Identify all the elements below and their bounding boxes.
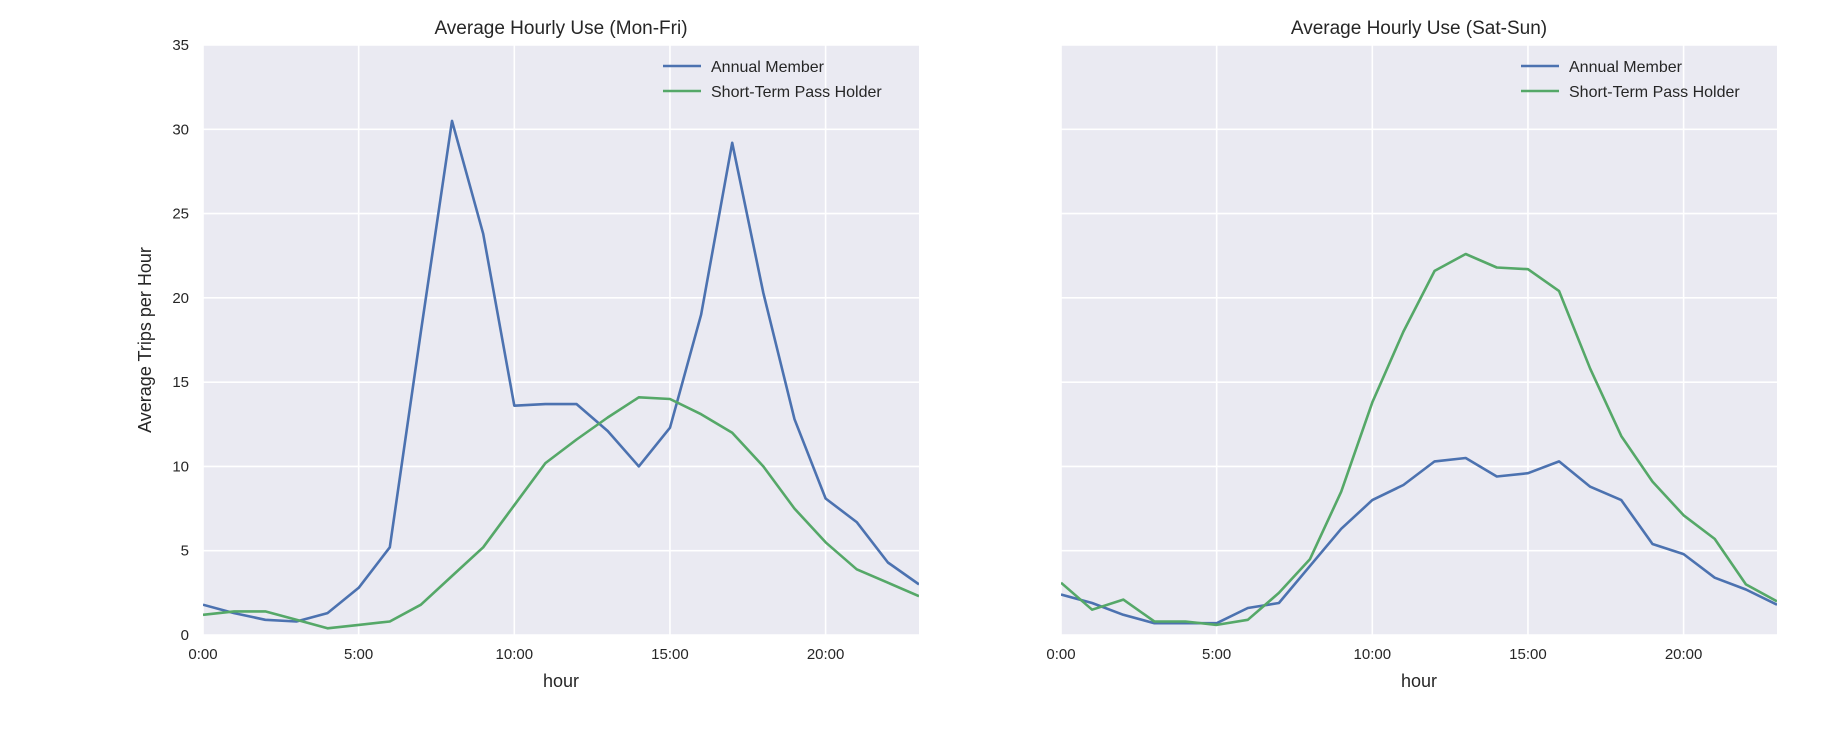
y-tick-label: 10 — [172, 458, 189, 475]
chart-title: Average Hourly Use (Mon-Fri) — [434, 18, 687, 39]
legend-entry-label: Short-Term Pass Holder — [711, 84, 882, 101]
x-tick-label: 10:00 — [496, 646, 534, 663]
x-tick-label: 10:00 — [1354, 646, 1392, 663]
y-axis-label: Average Trips per Hour — [135, 247, 155, 433]
x-tick-label: 15:00 — [651, 646, 689, 663]
chart-panel-2: Average Hourly Use (Sat-Sun) 0:00 5:00 10:0… — [1046, 18, 1777, 691]
x-tick-label: 5:00 — [1202, 646, 1231, 663]
y-tick-label: 5 — [181, 543, 189, 560]
x-tick-label: 20:00 — [1665, 646, 1703, 663]
legend: Annual Member Short-Term Pass Holder — [1521, 59, 1740, 101]
legend-entry-label: Short-Term Pass Holder — [1569, 84, 1740, 101]
series-line-short-term-pass-holder — [1061, 252, 1777, 627]
legend-entry-label: Annual Member — [711, 59, 825, 76]
y-tick-label: 35 — [172, 37, 189, 54]
y-tick-label: 25 — [172, 206, 189, 223]
x-tick-label: 15:00 — [1509, 646, 1547, 663]
series-line-short-term-pass-holder — [203, 395, 919, 630]
x-tick-label: 0:00 — [1046, 646, 1075, 663]
x-tick-label: 0:00 — [188, 646, 217, 663]
legend: Annual Member Short-Term Pass Holder — [663, 59, 882, 101]
series-line-annual-member — [203, 119, 919, 623]
chart-title: Average Hourly Use (Sat-Sun) — [1291, 18, 1547, 39]
plot-background — [203, 45, 919, 635]
x-tick-label: 20:00 — [807, 646, 845, 663]
x-axis-label: hour — [543, 671, 579, 691]
y-tick-label: 30 — [172, 121, 189, 138]
y-tick-label: 15 — [172, 374, 189, 391]
legend-entry-label: Annual Member — [1569, 59, 1683, 76]
series-line-annual-member — [1061, 456, 1777, 625]
plot-background — [1061, 45, 1777, 635]
chart-panel-1: Average Hourly Use (Mon-Fri) 0:00 5:00 10:0… — [135, 18, 919, 691]
y-tick-label: 20 — [172, 290, 189, 307]
y-tick-label: 0 — [181, 627, 189, 644]
x-tick-label: 5:00 — [344, 646, 373, 663]
x-axis-label: hour — [1401, 671, 1437, 691]
